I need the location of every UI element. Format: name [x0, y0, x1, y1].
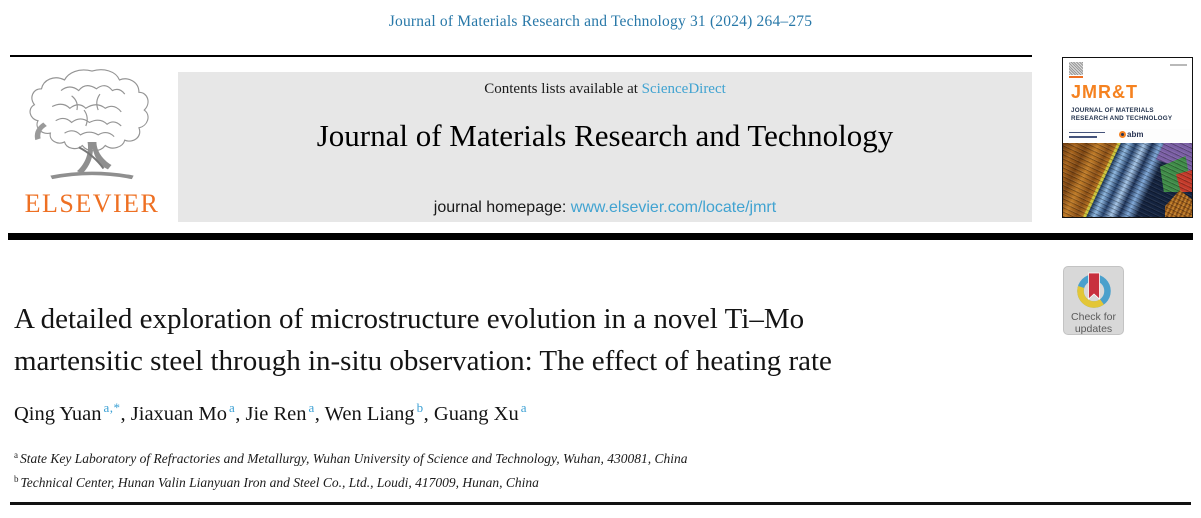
affiliation-sup: b — [14, 473, 19, 484]
cover-subtitle: JOURNAL OF MATERIALS RESEARCH AND TECHNO… — [1071, 107, 1172, 122]
abm-label: abm — [1127, 130, 1144, 139]
journal-cover-thumbnail: JMR&T JOURNAL OF MATERIALS RESEARCH AND … — [1062, 57, 1193, 218]
author: Qing Yuan a,*, — [14, 400, 131, 425]
crossmark-icon — [1064, 269, 1123, 313]
homepage-line: journal homepage: www.elsevier.com/locat… — [178, 199, 1032, 217]
abm-icon — [1119, 131, 1126, 138]
cover-artwork-red — [1176, 170, 1192, 192]
author-affil-sup: a,* — [103, 400, 121, 415]
cover-subtitle-line1: JOURNAL OF MATERIALS — [1071, 107, 1154, 114]
affiliation-list: a State Key Laboratory of Refractories an… — [14, 448, 688, 495]
article-title-line2: martensitic steel through in-situ observ… — [14, 344, 832, 377]
author-list: Qing Yuan a,*, Jiaxuan Mo a, Jie Ren a, Wen… — [14, 400, 528, 426]
author: Guang Xu a — [433, 400, 528, 425]
affiliation-text: State Key Laboratory of Refractories and… — [20, 451, 688, 466]
badge-label-line1: Check for — [1071, 311, 1116, 323]
article-title-line1: A detailed exploration of microstructure… — [14, 303, 805, 335]
author-affil-sup: a — [520, 400, 528, 415]
elsevier-logo: ELSEVIER — [14, 64, 170, 219]
badge-label: Check for updates — [1064, 311, 1123, 335]
association-text-2 — [1069, 136, 1097, 138]
contents-line: Contents lists available at ScienceDirec… — [178, 81, 1032, 98]
elsevier-wordmark: ELSEVIER — [24, 189, 160, 218]
badge-label-line2: updates — [1074, 322, 1113, 335]
masthead-divider — [8, 233, 1193, 240]
elsevier-tree-icon — [14, 64, 170, 188]
top-rule — [10, 55, 1032, 57]
journal-banner: Contents lists available at ScienceDirec… — [178, 72, 1032, 222]
author-affil-sup: a — [308, 400, 315, 415]
article-title: A detailed exploration of microstructure… — [14, 299, 1064, 382]
check-for-updates-badge[interactable]: Check for updates — [1063, 266, 1124, 335]
author: Wen Liang b, — [324, 400, 434, 425]
cover-elsevier-mini-icon — [1069, 62, 1083, 78]
running-head-citation: Journal of Materials Research and Techno… — [388, 13, 813, 30]
association-text — [1069, 131, 1105, 134]
author: Jiaxuan Mo a, — [130, 400, 246, 425]
abm-logo: abm — [1119, 130, 1143, 139]
cover-association-strip: abm — [1063, 129, 1192, 142]
cover-artwork — [1063, 143, 1192, 217]
author-affil-sup: b — [416, 400, 424, 415]
sciencedirect-link[interactable]: ScienceDirect — [641, 81, 726, 97]
cover-issn-text — [1170, 64, 1187, 66]
author: Jie Ren a, — [245, 400, 325, 425]
contents-prefix: Contents lists available at — [484, 81, 638, 97]
author-affil-sup: a — [229, 400, 236, 415]
bottom-rule — [10, 502, 1191, 505]
journal-title: Journal of Materials Research and Techno… — [316, 118, 894, 153]
homepage-link[interactable]: www.elsevier.com/locate/jmrt — [570, 199, 777, 216]
affiliation: b Technical Center, Hunan Valin Lianyuan … — [14, 472, 688, 496]
affiliation-sup: a — [14, 450, 18, 460]
homepage-prefix: journal homepage: — [433, 199, 567, 216]
cover-subtitle-line2: RESEARCH AND TECHNOLOGY — [1071, 114, 1173, 122]
affiliation-text: Technical Center, Hunan Valin Lianyuan I… — [20, 474, 539, 490]
cover-artwork-texture — [1063, 143, 1192, 217]
affiliation: a State Key Laboratory of Refractories an… — [14, 448, 688, 472]
cover-masthead: JMR&T — [1071, 82, 1138, 102]
